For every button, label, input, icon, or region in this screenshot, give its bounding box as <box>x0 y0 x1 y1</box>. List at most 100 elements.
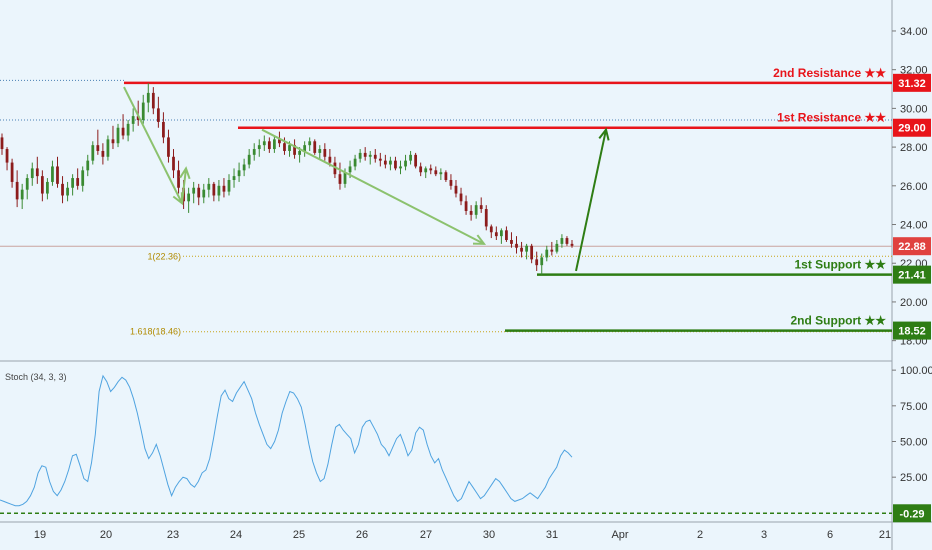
trend-arrow <box>261 128 485 245</box>
x-tick-label: 27 <box>420 529 432 541</box>
candle-body <box>262 141 266 146</box>
fib-level-label: 1.618(18.46) <box>130 327 181 337</box>
candle-body <box>363 152 367 157</box>
y-tick-label: 30.00 <box>900 103 928 115</box>
price-badge <box>893 265 931 284</box>
candle-body <box>494 232 498 237</box>
fib-level-label: 1(22.36) <box>147 251 181 261</box>
x-tick-label: 21 <box>879 529 891 541</box>
candle-body <box>479 205 483 210</box>
x-tick-label: 6 <box>827 529 833 541</box>
candle-body <box>464 201 468 211</box>
candle-body <box>25 178 29 190</box>
axes-layer: 34.0032.0030.0028.0026.0024.0022.0020.00… <box>34 26 932 541</box>
stoch-tick-label: 75.00 <box>900 401 928 413</box>
stoch-tick-label: 25.00 <box>900 472 928 484</box>
price-badge <box>893 237 931 256</box>
trend-arrow <box>575 129 607 272</box>
candle-body <box>555 243 559 252</box>
stoch-tick-label: 100.00 <box>900 365 932 377</box>
x-tick-label: Apr <box>611 529 628 541</box>
candle-body <box>449 180 453 186</box>
candle-body <box>404 160 407 167</box>
candle-body <box>131 116 135 124</box>
candle-body <box>111 139 115 144</box>
candle-body <box>535 259 539 266</box>
candle-body <box>81 170 85 186</box>
price-badge-label: 18.52 <box>898 326 926 338</box>
candle-body <box>91 145 95 161</box>
trend-arrow <box>123 86 183 204</box>
y-tick-label: 20.00 <box>900 297 928 309</box>
candle-body <box>489 226 493 233</box>
candle-body <box>15 181 19 200</box>
candle-body <box>515 243 518 248</box>
candle-body <box>146 92 150 103</box>
candle-body <box>389 160 392 165</box>
y-tick-label: 24.00 <box>900 220 928 232</box>
candle-body <box>101 150 105 157</box>
candle-body <box>550 249 554 252</box>
candle-body <box>419 166 423 173</box>
candle-body <box>565 238 569 244</box>
candle-body <box>172 156 175 171</box>
price-badge-label: 29.00 <box>898 123 926 135</box>
x-tick-label: 2 <box>697 529 703 541</box>
candle-body <box>459 193 463 202</box>
candle-body <box>192 187 196 194</box>
candle-body <box>252 149 256 155</box>
price-badge <box>893 73 931 92</box>
x-tick-label: 31 <box>546 529 558 541</box>
x-tick-label: 25 <box>293 529 305 541</box>
stoch-title: Stoch (34, 3, 3) <box>5 372 67 382</box>
candle-body <box>126 123 130 136</box>
candle-body <box>303 145 307 151</box>
candle-body <box>505 230 508 240</box>
candle-body <box>66 187 69 196</box>
candle-body <box>510 240 513 244</box>
candle-body <box>106 139 110 157</box>
candle-body <box>96 145 100 151</box>
candle-body <box>439 172 443 175</box>
price-badge <box>893 118 931 137</box>
level-label-resistance: 2nd Resistance ★★ <box>773 66 886 80</box>
candle-body <box>273 139 276 150</box>
x-tick-label: 20 <box>100 529 112 541</box>
candle-body <box>434 170 438 175</box>
candle-body <box>368 154 372 157</box>
candle-body <box>318 149 322 153</box>
trend-arrow-head <box>179 166 191 180</box>
candle-body <box>328 156 332 163</box>
candle-body <box>156 108 160 122</box>
candle-body <box>414 154 418 167</box>
candle-body <box>61 183 64 196</box>
candle-body <box>20 189 24 200</box>
candle-body <box>545 249 549 258</box>
arrows-layer <box>123 86 610 272</box>
candle-body <box>237 170 241 177</box>
candle-body <box>162 121 165 138</box>
candle-body <box>151 92 155 109</box>
candle-body <box>247 154 251 165</box>
candle-body <box>399 166 402 169</box>
candle-body <box>212 183 216 196</box>
candle-body <box>308 141 312 146</box>
candle-body <box>136 116 140 120</box>
price-levels-layer: 1(22.36) 1.618(18.46) 2nd Resistance ★★ 1st… <box>0 66 892 337</box>
candle-body <box>373 154 377 159</box>
candle-body <box>46 181 49 194</box>
price-badge-label: 31.32 <box>898 78 926 90</box>
candle-body <box>313 141 317 153</box>
candle-body <box>5 149 9 163</box>
y-tick-label: 34.00 <box>900 26 928 38</box>
x-tick-label: 19 <box>34 529 46 541</box>
level-label-support: 2nd Support ★★ <box>790 314 886 328</box>
stoch-line <box>0 374 573 507</box>
candle-body <box>227 180 231 192</box>
candle-body <box>51 166 54 182</box>
candle-body <box>343 172 347 184</box>
candle-body <box>116 127 120 144</box>
x-tick-label: 24 <box>230 529 242 541</box>
candle-body <box>187 193 191 202</box>
